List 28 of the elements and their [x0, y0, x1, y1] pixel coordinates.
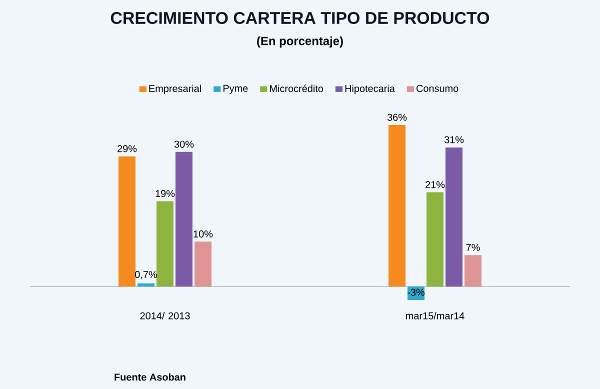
chart-subtitle: (En porcentaje) [257, 36, 343, 48]
bar [426, 192, 444, 287]
data-label: 19% [156, 190, 175, 198]
data-label: 21% [426, 181, 445, 188]
bar [156, 201, 174, 287]
data-label: 36% [387, 114, 407, 121]
bar [138, 283, 155, 287]
x-tick-label: 2014/ 2013 [140, 312, 190, 320]
legend-label: Pyme [223, 84, 248, 94]
legend-label: Consumo [416, 84, 458, 92]
bar [445, 147, 462, 287]
data-label: 31% [444, 136, 464, 144]
bar [464, 255, 482, 287]
bar [194, 242, 212, 287]
data-label: 7% [466, 244, 480, 251]
bar [175, 152, 192, 287]
x-tick-label: mar15/mar14 [406, 312, 464, 320]
data-label: 10% [194, 230, 213, 238]
legend-label: Microcrédito [270, 84, 324, 92]
legend-label: Empresarial [149, 84, 201, 94]
bar [118, 156, 136, 287]
chart-title: CRECIMIENTO CARTERA TIPO DE PRODUCTO [110, 12, 490, 24]
legend-label: Hipotecaria [345, 84, 395, 94]
data-label: 30% [174, 140, 194, 148]
source-note: Fuente Asoban [114, 373, 186, 381]
data-label: 29% [118, 145, 137, 152]
bar [388, 125, 406, 287]
data-label: -3% [408, 288, 425, 296]
